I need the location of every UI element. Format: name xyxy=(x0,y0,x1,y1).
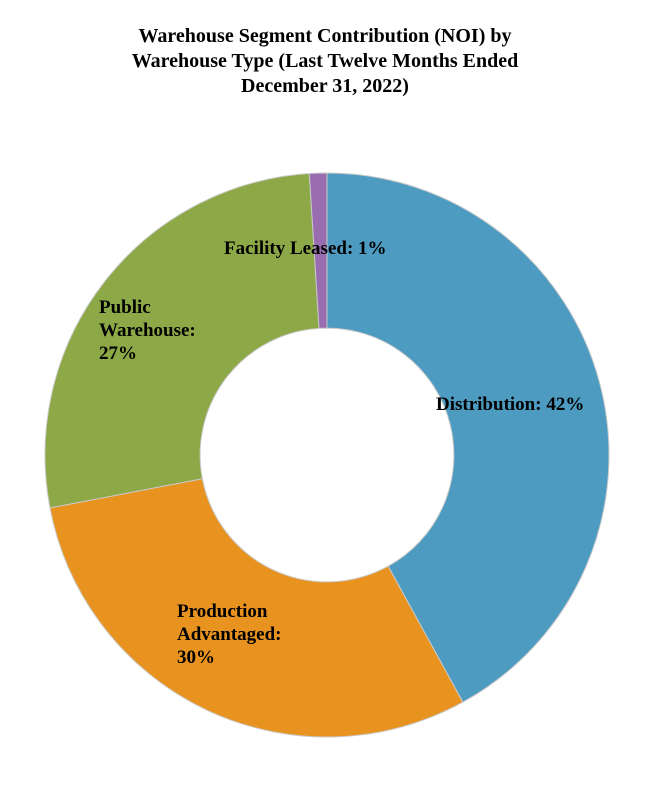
slice-label-distribution: Distribution: 42% xyxy=(436,394,585,415)
pie-slice-public-warehouse xyxy=(44,173,320,509)
pie-slice-distribution xyxy=(326,172,610,703)
slice-label-production-advantaged: Production Advantaged: 30% xyxy=(177,601,282,668)
slice-label-public-warehouse: Public Warehouse: 27% xyxy=(99,297,196,364)
pie-slice-production-advantaged xyxy=(49,478,464,738)
pie-slice-facility-leased xyxy=(308,172,328,329)
chart-title: Warehouse Segment Contribution (NOI) by … xyxy=(131,25,519,97)
slice-label-facility-leased: Facility Leased: 1% xyxy=(224,238,387,259)
